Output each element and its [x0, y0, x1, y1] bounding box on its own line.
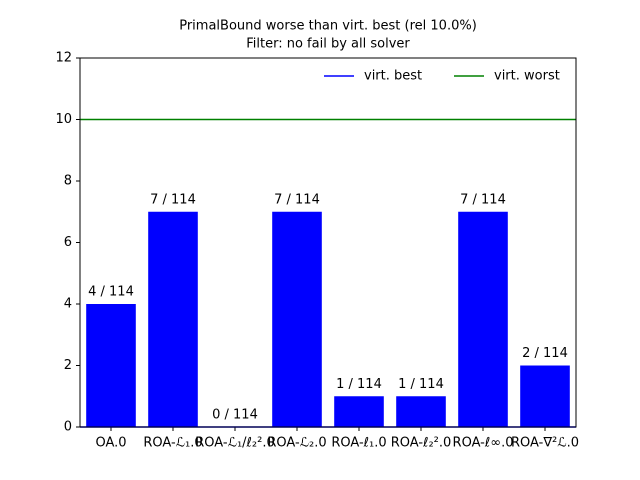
value-label: 2 / 114: [522, 346, 568, 361]
y-tick-label: 8: [64, 174, 72, 189]
x-tick-label: ROA-∇²ℒ.0: [511, 436, 579, 451]
y-tick-label: 6: [64, 235, 72, 250]
value-label: 7 / 114: [274, 192, 320, 207]
x-tick-label: ROA-ℓ∞.0: [453, 436, 514, 451]
x-tick-label: ROA-ℒ₁/ℓ₂².0: [195, 436, 275, 451]
chart-title: PrimalBound worse than virt. best (rel 1…: [179, 19, 477, 34]
y-tick-label: 10: [55, 112, 72, 127]
bar: [458, 211, 508, 427]
y-tick-label: 2: [64, 358, 72, 373]
bar: [148, 211, 198, 427]
legend-label: virt. worst: [494, 69, 560, 84]
x-tick-label: OA.0: [95, 436, 126, 451]
plot-frame: [79, 57, 577, 428]
y-tick-label: 12: [55, 51, 72, 66]
x-tick-label: ROA-ℓ₁.0: [331, 436, 386, 451]
bar: [520, 365, 570, 427]
value-label: 7 / 114: [460, 192, 506, 207]
y-tick-label: 4: [64, 297, 72, 312]
value-label: 4 / 114: [88, 285, 134, 300]
value-label: 0 / 114: [212, 408, 258, 423]
bar: [334, 396, 384, 427]
chart-subtitle: Filter: no fail by all solver: [246, 37, 410, 52]
x-tick-label: ROA-ℒ₂.0: [267, 436, 326, 451]
x-tick-label: ROA-ℓ₂².0: [391, 436, 452, 451]
value-label: 1 / 114: [398, 377, 444, 392]
y-tick-label: 0: [64, 420, 72, 435]
x-tick-label: ROA-ℒ₁.0: [143, 436, 202, 451]
bar: [272, 211, 322, 427]
value-label: 7 / 114: [150, 192, 196, 207]
bar: [86, 304, 136, 427]
bar: [396, 396, 446, 427]
legend-label: virt. best: [364, 69, 422, 84]
value-label: 1 / 114: [336, 377, 382, 392]
